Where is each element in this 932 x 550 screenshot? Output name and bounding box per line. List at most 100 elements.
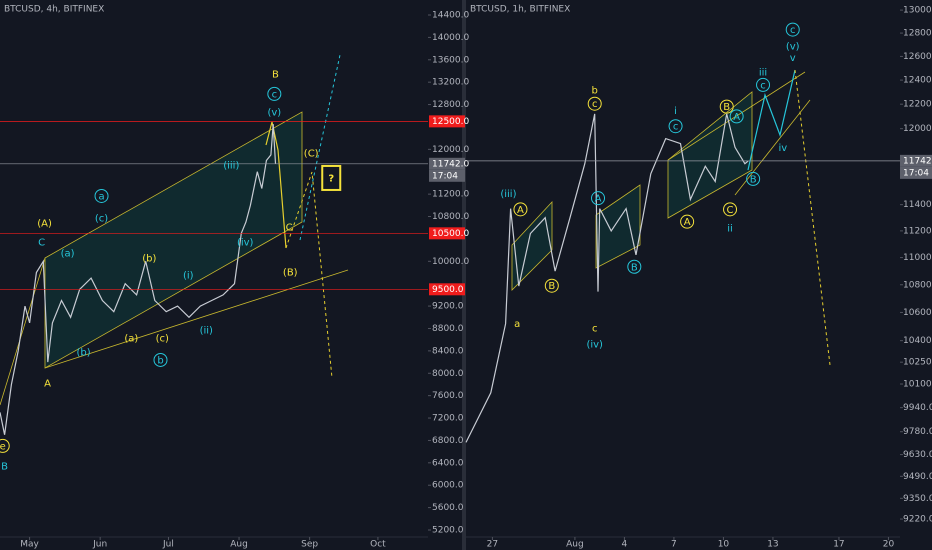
x-tick-label: 20 xyxy=(883,540,895,550)
y-tick-label: 5600.0 xyxy=(432,503,464,513)
y-tick-label: 9490.0 xyxy=(903,472,932,482)
chart-title: BTCUSD, 1h, BITFINEX xyxy=(470,5,570,15)
y-tick-label: 10250.0 xyxy=(903,358,932,368)
wave-label: (iv) xyxy=(237,237,254,248)
wave-label: v xyxy=(790,53,796,64)
wave-label: (C) xyxy=(304,148,319,159)
wave-label: (B) xyxy=(283,267,298,278)
wave-label: c xyxy=(592,99,598,110)
chart-title: BTCUSD, 4h, BITFINEX xyxy=(4,5,104,15)
channel xyxy=(511,200,553,291)
wave-label: e xyxy=(0,441,6,452)
wave-label: (b) xyxy=(76,347,90,358)
x-tick-label: 27 xyxy=(487,540,498,550)
wave-label: A xyxy=(733,112,740,123)
wave-label: (v) xyxy=(267,107,281,118)
y-tick-label: 5200.0 xyxy=(432,526,464,536)
y-tick-label: 12000.0 xyxy=(903,124,932,134)
wave-label: C xyxy=(727,205,734,216)
left-price-axis xyxy=(428,0,462,550)
y-tick-label: 11200.0 xyxy=(903,226,932,236)
price-tag-label: 11742.0 xyxy=(432,159,469,169)
wave-label: (ii) xyxy=(200,325,213,336)
wave-label: a xyxy=(98,191,104,202)
y-tick-label: 6800.0 xyxy=(432,436,464,446)
wave-circle xyxy=(153,352,168,367)
x-tick-label: Jun xyxy=(92,540,107,550)
y-tick-label: 12600.0 xyxy=(903,52,932,62)
y-tick-label: 9630.0 xyxy=(903,450,932,460)
wave-label: (iii) xyxy=(500,189,516,200)
wave-label: B xyxy=(723,102,730,113)
wave-circle xyxy=(94,188,109,203)
wave-label: c xyxy=(790,25,796,36)
wave-circle xyxy=(587,96,602,111)
wave-circle xyxy=(680,214,695,229)
y-tick-label: 12400.0 xyxy=(903,76,932,86)
price-tag-label: 10500.0 xyxy=(432,229,469,239)
wave-label: a xyxy=(514,319,520,330)
wave-label: (A) xyxy=(37,218,52,229)
y-tick-label: 11000.0 xyxy=(903,253,932,263)
wave-label: ii xyxy=(727,224,733,235)
wave-label: A xyxy=(44,378,51,389)
projection-arrow xyxy=(794,69,831,366)
wave-circle xyxy=(729,109,744,124)
y-tick-label: 13600.0 xyxy=(432,55,469,65)
wave-circle xyxy=(746,171,761,186)
projection-arrow xyxy=(285,171,333,379)
x-tick-label: 7 xyxy=(671,540,677,550)
y-tick-label: 12800.0 xyxy=(432,100,469,110)
wave-label: (b) xyxy=(142,253,156,264)
channel xyxy=(44,111,303,369)
wave-label: A xyxy=(517,205,524,216)
x-tick-label: Sep xyxy=(301,540,318,550)
wave-label: (c) xyxy=(95,213,108,224)
wave-label: c xyxy=(592,323,598,334)
x-tick-label: May xyxy=(20,540,39,550)
channel xyxy=(667,91,753,219)
wave-label: (v) xyxy=(786,41,800,52)
x-tick-label: Jul xyxy=(162,540,174,550)
y-tick-label: 6000.0 xyxy=(432,481,464,491)
y-tick-label: 12000.0 xyxy=(432,145,469,155)
x-tick-label: 17 xyxy=(833,540,844,550)
trendline xyxy=(667,71,806,161)
wave-circle xyxy=(719,99,734,114)
wave-label: i xyxy=(674,106,677,117)
price-tag xyxy=(429,157,465,170)
wave-circle xyxy=(267,86,282,101)
wave-circle xyxy=(756,77,771,92)
wave-label: iii xyxy=(759,67,767,78)
x-tick-label: Oct xyxy=(370,540,386,550)
wave-label: (c) xyxy=(156,333,169,344)
y-tick-label: 8000.0 xyxy=(432,369,464,379)
y-tick-label: 8400.0 xyxy=(432,346,464,356)
wave-label: c xyxy=(760,80,766,91)
wave-label: C xyxy=(286,222,293,233)
wave-label: (iii) xyxy=(223,160,239,171)
trendline xyxy=(44,269,349,369)
wave-label: B xyxy=(631,262,638,273)
wave-circle xyxy=(544,278,559,293)
y-tick-label: 9200.0 xyxy=(432,302,464,312)
wave-label: c xyxy=(673,122,679,133)
wave-path xyxy=(265,121,287,249)
trendline xyxy=(0,257,46,406)
x-tick-label: 13 xyxy=(767,540,778,550)
y-tick-label: 10800.0 xyxy=(903,280,932,290)
wave-label: ? xyxy=(328,173,334,184)
wave-circle xyxy=(627,259,642,274)
countdown: 17:04 xyxy=(432,171,458,181)
y-tick-label: 13000.0 xyxy=(903,6,932,16)
price-tag xyxy=(900,154,932,167)
y-tick-label: 11400.0 xyxy=(903,200,932,210)
x-tick-label: 10 xyxy=(718,540,730,550)
y-tick-label: 10600.0 xyxy=(903,308,932,318)
y-tick-label: 14000.0 xyxy=(432,33,469,43)
wave-label: b xyxy=(592,85,598,96)
wave-label: b xyxy=(157,355,163,366)
channel xyxy=(595,184,641,269)
wave-label: B xyxy=(272,69,279,80)
